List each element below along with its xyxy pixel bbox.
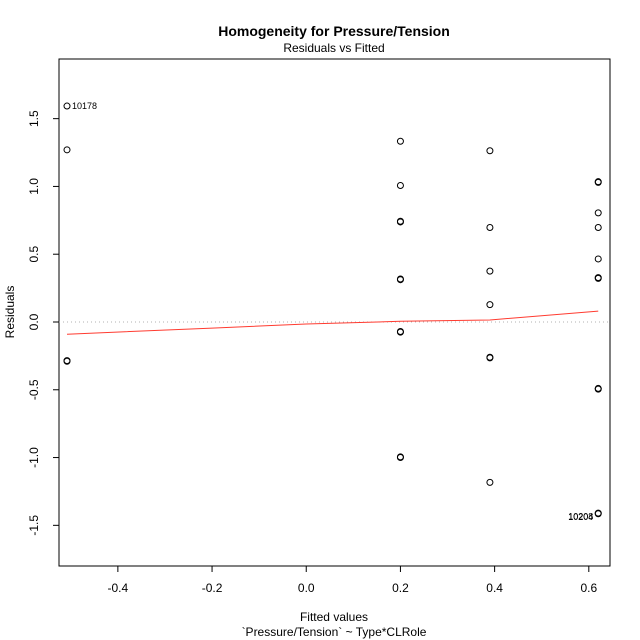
y-tick-label: -0.5	[27, 379, 41, 400]
data-point	[594, 274, 602, 282]
smooth-trend-line	[66, 310, 599, 335]
data-point	[63, 357, 71, 365]
x-tick-label: -0.4	[108, 581, 129, 595]
chart-title: Homogeneity for Pressure/Tension	[218, 23, 450, 39]
x-tick-label: 0.4	[486, 581, 503, 595]
data-point	[594, 178, 602, 186]
data-point	[486, 147, 494, 155]
x-tick-label: 0.6	[580, 581, 597, 595]
chart-subtitle: Residuals vs Fitted	[283, 41, 384, 55]
data-point	[594, 510, 602, 518]
smooth-line-layer	[66, 310, 599, 335]
x-tick-label: 0.2	[392, 581, 409, 595]
data-point	[396, 137, 404, 145]
y-tick-label: 1.0	[27, 178, 41, 195]
data-point	[63, 102, 71, 110]
point-label: 10178	[72, 101, 97, 111]
data-point	[594, 224, 602, 232]
data-point	[486, 301, 494, 309]
data-point	[594, 209, 602, 217]
data-point	[486, 478, 494, 486]
data-point	[396, 181, 404, 189]
x-tick-label: -0.2	[202, 581, 223, 595]
point-label: 10204	[568, 512, 593, 522]
data-point	[63, 146, 71, 154]
data-point	[396, 454, 404, 462]
point-label: 10208	[568, 512, 593, 522]
y-axis-label: Residuals	[3, 286, 17, 339]
y-tick-label: 0.0	[27, 313, 41, 330]
data-point	[594, 255, 602, 263]
data-point	[396, 276, 404, 284]
data-point	[486, 354, 494, 362]
x-tick-label: 0.0	[298, 581, 315, 595]
points-layer	[63, 102, 602, 518]
data-point	[486, 224, 494, 232]
y-tick-label: 1.5	[27, 110, 41, 127]
plot-frame	[58, 58, 611, 567]
x-axis: -0.4 -0.2 0.0 0.2 0.4 0.6	[108, 566, 597, 595]
data-point	[396, 218, 404, 226]
y-axis: -1.5 -1.0 -0.5 0.0 0.5 1.0 1.5	[27, 110, 59, 536]
y-tick-label: -1.5	[27, 515, 41, 536]
data-point	[594, 385, 602, 393]
data-point	[486, 267, 494, 275]
y-tick-label: 0.5	[27, 246, 41, 263]
data-point	[396, 328, 404, 336]
y-tick-label: -1.0	[27, 447, 41, 468]
x-axis-sublabel: `Pressure/Tension` ~ Type*CLRole	[242, 625, 427, 639]
x-axis-label: Fitted values	[300, 610, 368, 624]
